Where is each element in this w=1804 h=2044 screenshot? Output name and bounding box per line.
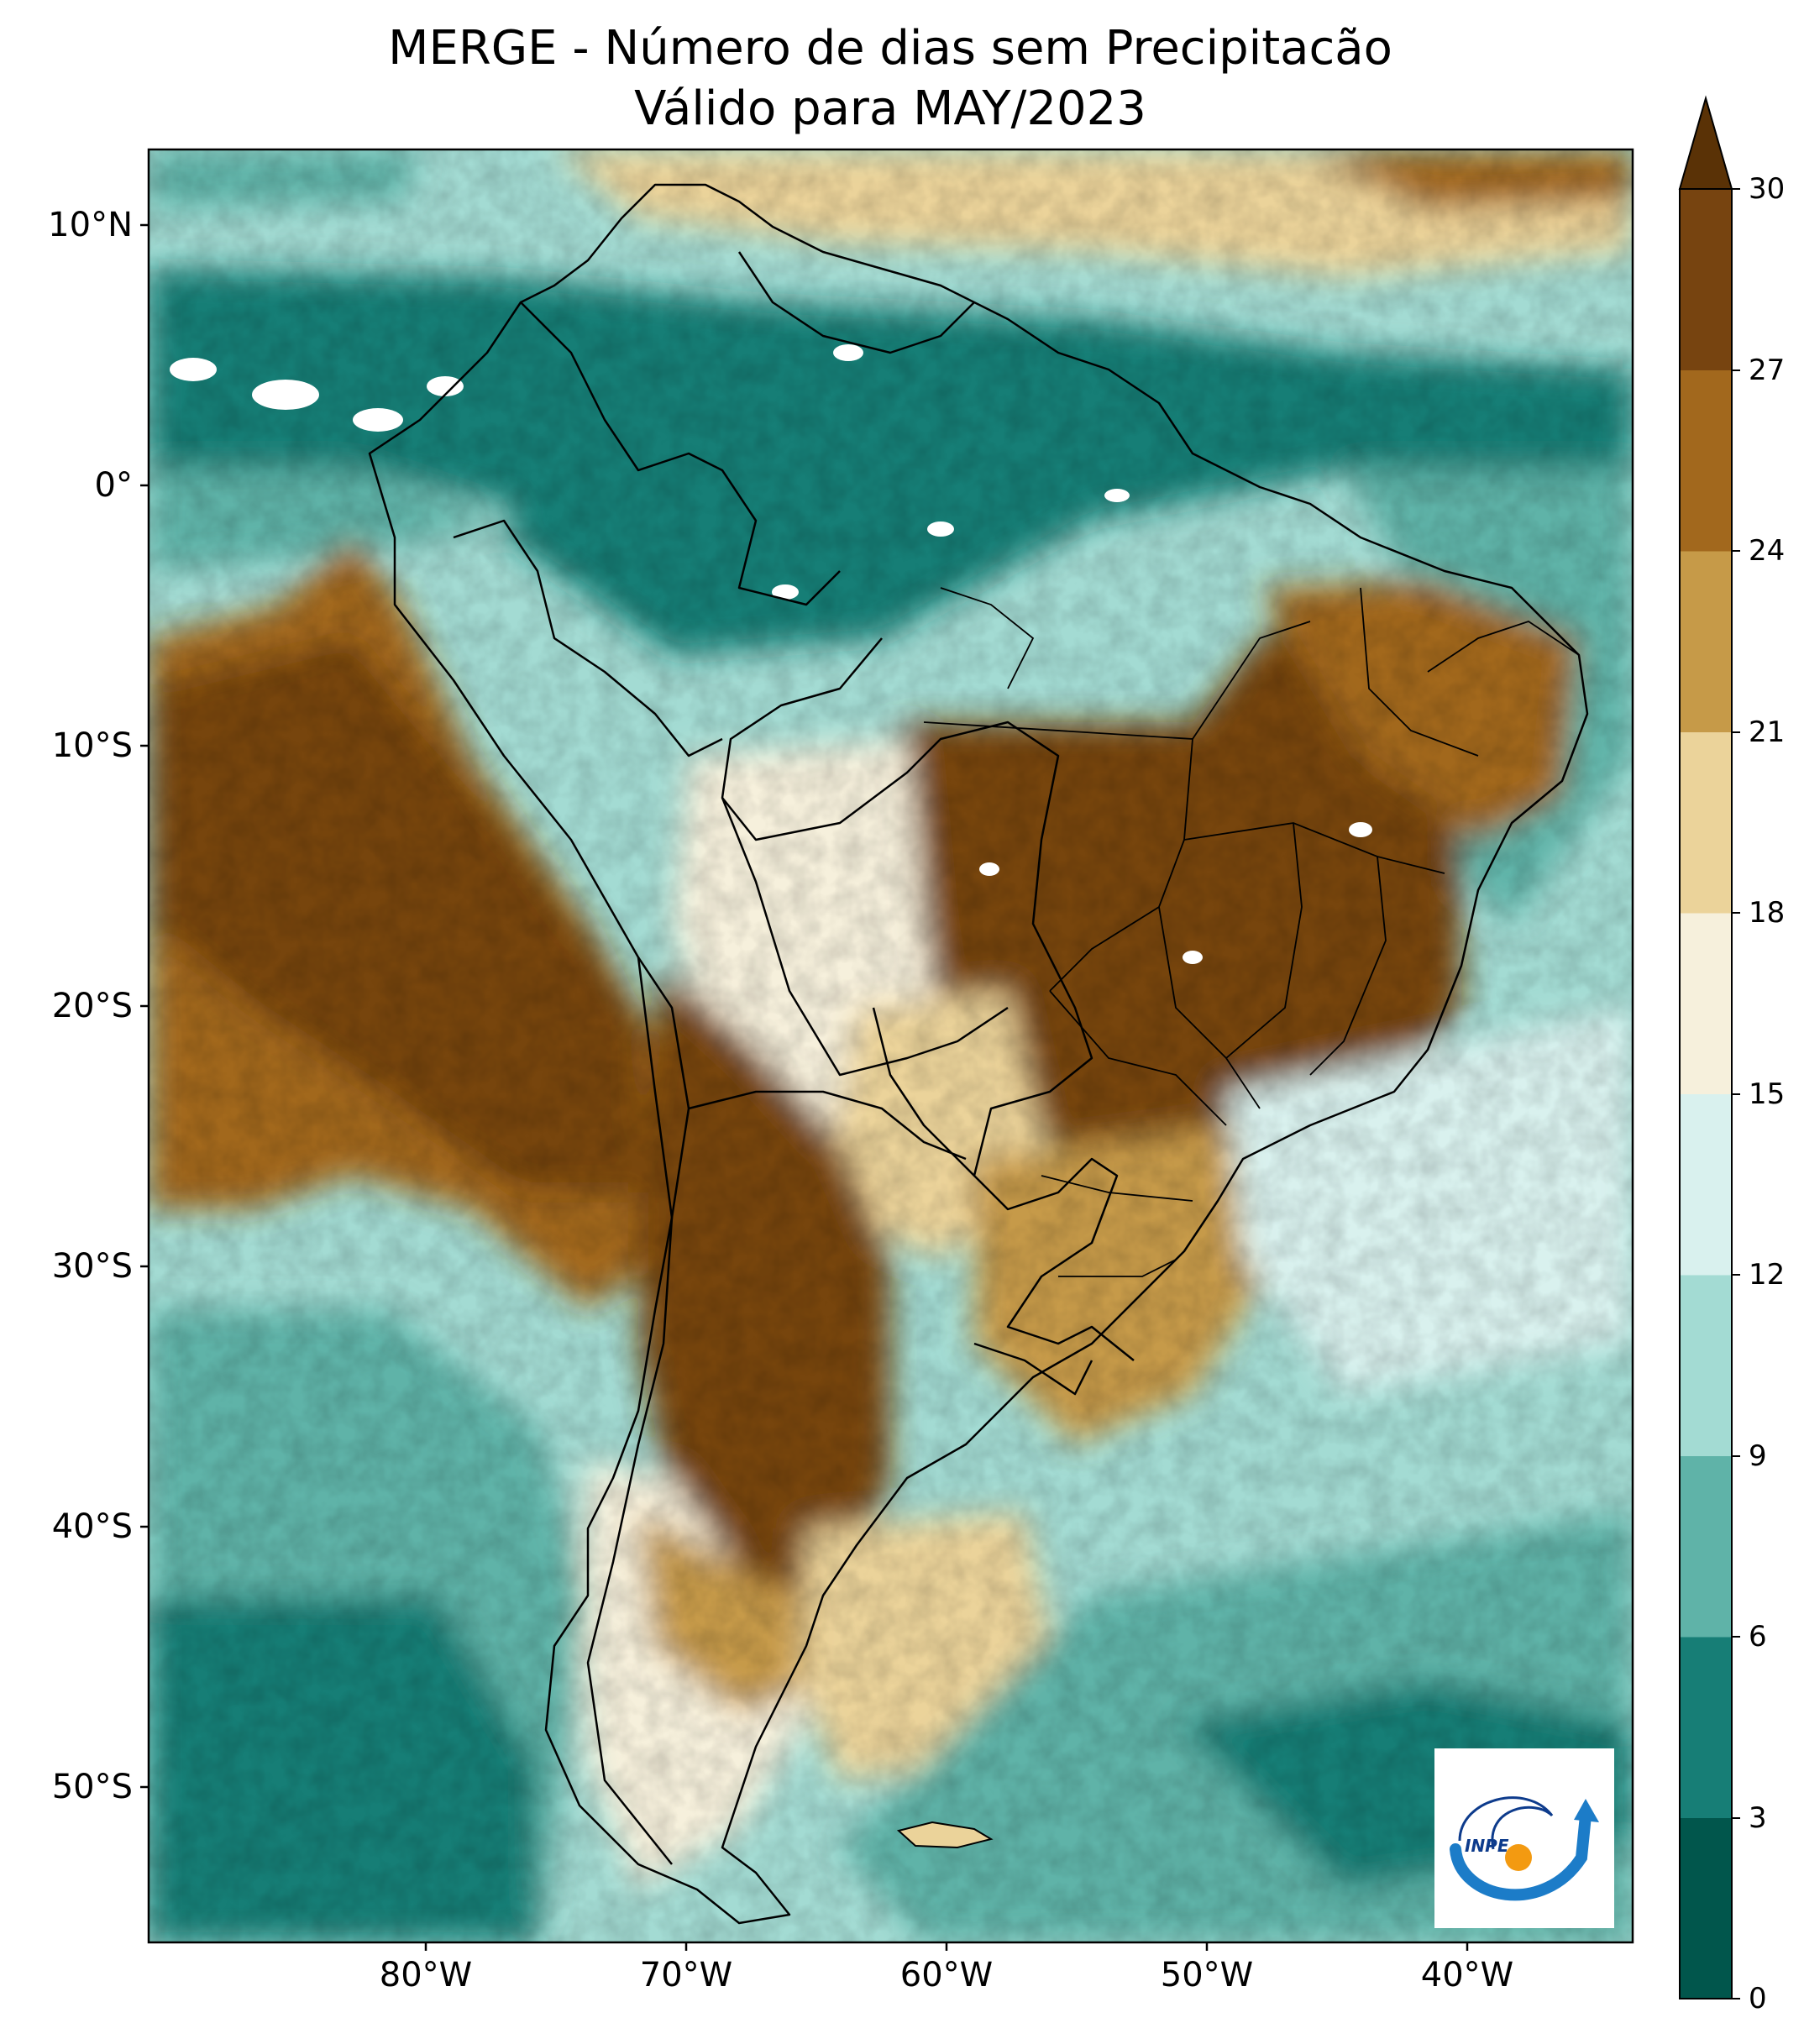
state-borders	[923, 587, 1580, 1277]
lat-label-10n: 10°N	[48, 206, 133, 244]
lon-label-80w: 80°W	[379, 1956, 473, 1994]
colorbar-tick-label: 6	[1749, 1620, 1767, 1654]
chart-title: MERGE - Número de dias sem Precipitacão	[388, 21, 1392, 76]
venezuela-border	[737, 251, 975, 354]
colorbar-tick-label: 12	[1749, 1258, 1786, 1292]
colorbar-bin	[1680, 1093, 1732, 1276]
colorbar-bin	[1680, 1275, 1732, 1456]
colorbar-tick-label: 27	[1749, 353, 1786, 387]
colorbar-bin	[1680, 1637, 1732, 1818]
colorbar-tick-label: 15	[1749, 1077, 1786, 1111]
noise-texture	[149, 149, 1633, 1942]
lat-label-50s: 50°S	[51, 1768, 133, 1806]
lat-label-10s: 10°S	[51, 726, 133, 765]
lat-label-30s: 30°S	[51, 1247, 133, 1286]
colorbar-bin	[1680, 369, 1732, 552]
colorbar-tick-label: 0	[1749, 1982, 1767, 2015]
peru-border	[453, 519, 723, 757]
inpe-logo-text: INPE	[1465, 1836, 1509, 1856]
lat-label-20s: 20°S	[51, 987, 133, 1025]
colorbar-ticks	[1732, 188, 1740, 1999]
axis-ticks	[140, 223, 1469, 1951]
colombia-border	[520, 301, 841, 606]
lon-label-70w: 70°W	[639, 1956, 733, 1994]
andes-border	[586, 956, 674, 1865]
colorbar-tick-label: 21	[1749, 715, 1786, 749]
colorbar-tick-label: 9	[1749, 1439, 1767, 1473]
colorbar-extend-arrow	[1678, 95, 1733, 190]
argentina-border	[688, 1090, 967, 1161]
lon-label-50w: 50°W	[1160, 1956, 1254, 1994]
colorbar-bin	[1680, 551, 1732, 732]
chart-subtitle: Válido para MAY/2023	[634, 81, 1146, 136]
lat-label-0: 0°	[94, 466, 133, 505]
colorbar-bin	[1680, 1455, 1732, 1638]
lat-label-40s: 40°S	[51, 1507, 133, 1546]
continent-outline	[368, 183, 1589, 1925]
colorbar-tick-label: 24	[1749, 534, 1786, 568]
colorbar-bin	[1680, 913, 1732, 1094]
colorbar-bin	[1680, 1817, 1732, 1999]
bolivia-border	[721, 797, 1009, 1077]
brazil-border	[721, 637, 1135, 1361]
falkland-islands	[896, 1821, 994, 1849]
paraguay-border	[872, 1007, 975, 1177]
map-frame	[147, 148, 1634, 1944]
colorbar-bin	[1680, 189, 1732, 370]
country-borders	[368, 183, 1589, 1925]
no-data-patches	[170, 344, 1372, 964]
colorbar	[1678, 95, 1733, 1999]
colorbar-tick-label: 3	[1749, 1800, 1767, 1835]
colorbar-bin	[1680, 731, 1732, 914]
lon-label-40w: 40°W	[1420, 1956, 1514, 1994]
inpe-logo	[1434, 1748, 1614, 1928]
uruguay-border	[973, 1342, 1093, 1396]
colorbar-tick-label: 18	[1749, 896, 1786, 930]
colorbar-tick-label: 30	[1749, 172, 1786, 206]
lon-label-60w: 60°W	[899, 1956, 994, 1994]
